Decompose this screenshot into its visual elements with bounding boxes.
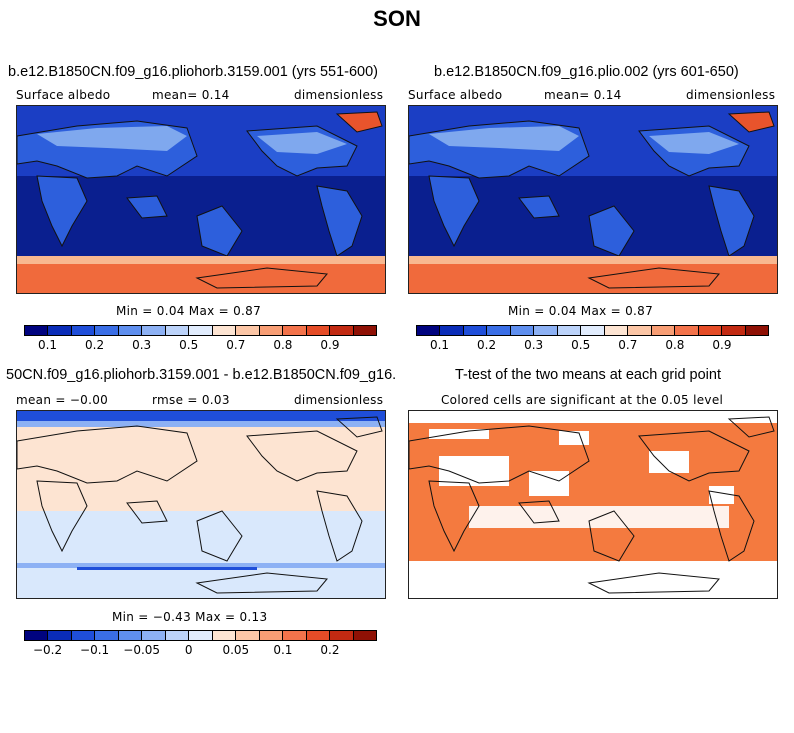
- colorbar-cell: [95, 326, 119, 335]
- colorbar-cell: [510, 326, 535, 335]
- albedo-map-top-right: [409, 106, 777, 293]
- colorbar-cell: [236, 631, 260, 640]
- panel-title-bottom-left: 50CN.f09_g16.pliohorb.3159.001 - b.e12.B…: [6, 367, 396, 383]
- colorbar-tick-label: 0.1: [37, 338, 58, 352]
- colorbar-cell: [283, 631, 307, 640]
- colorbar-cell: [651, 326, 676, 335]
- colorbar-cell: [698, 326, 723, 335]
- colorbar-cell: [142, 631, 166, 640]
- colorbar-cell: [745, 326, 769, 335]
- colorbar-cell: [189, 326, 213, 335]
- colorbar-cell: [675, 326, 699, 335]
- minmax-top-right: Min = 0.04 Max = 0.87: [508, 304, 654, 318]
- panel-title-top-right: b.e12.B1850CN.f09_g16.plio.002 (yrs 601-…: [434, 64, 739, 80]
- panel-title-bottom-right: T-test of the two means at each grid poi…: [455, 367, 721, 383]
- colorbar-cell: [71, 326, 96, 335]
- map-panel-bottom-left: [16, 410, 386, 599]
- colorbar-cell: [581, 326, 605, 335]
- colorbar-tick-label: 0.8: [273, 338, 293, 352]
- colorbar-cell: [142, 326, 166, 335]
- colorbar-cell: [118, 326, 143, 335]
- colorbar-tick-label: 0.9: [712, 338, 732, 352]
- colorbar-tick-label: 0.9: [320, 338, 340, 352]
- panel-units-label: dimensionless: [294, 88, 384, 102]
- colorbar-tick-label: 0.5: [571, 338, 591, 352]
- colorbar-cell: [71, 631, 96, 640]
- colorbar-cell: [165, 326, 190, 335]
- colorbar-cell: [306, 326, 331, 335]
- colorbar-tick-label: 0.2: [85, 338, 105, 352]
- colorbar-cell: [212, 326, 237, 335]
- difference-map: [17, 411, 385, 598]
- colorbar-top-right: [416, 325, 769, 336]
- colorbar-cell: [463, 326, 488, 335]
- colorbar-tick-label: 0.7: [618, 338, 638, 352]
- colorbar-cell: [353, 631, 377, 640]
- colorbar-cell: [330, 326, 354, 335]
- colorbar-bottom-left: [24, 630, 377, 641]
- colorbar-tick-label: 0.05: [222, 643, 250, 657]
- minmax-top-left: Min = 0.04 Max = 0.87: [116, 304, 262, 318]
- colorbar-cell: [189, 631, 213, 640]
- panel-label-left: Surface albedo: [16, 88, 111, 102]
- colorbar-cell: [25, 326, 49, 335]
- colorbar-top-left: [24, 325, 377, 336]
- colorbar-cell: [330, 631, 354, 640]
- panel-subtitle-bottom-right: Colored cells are significant at the 0.0…: [441, 393, 724, 407]
- panel-units-label: dimensionless: [294, 393, 384, 407]
- colorbar-tick-label: −0.05: [123, 643, 161, 657]
- colorbar-cell: [557, 326, 582, 335]
- colorbar-cell: [95, 631, 119, 640]
- minmax-bottom-left: Min = −0.43 Max = 0.13: [112, 610, 268, 624]
- colorbar-cell: [722, 326, 746, 335]
- map-panel-bottom-right: [408, 410, 778, 599]
- panel-mean-label: mean = −0.00: [16, 393, 109, 407]
- colorbar-cell: [165, 631, 190, 640]
- colorbar-tick-label: 0.3: [524, 338, 544, 352]
- colorbar-tick-label: 0.2: [320, 643, 340, 657]
- colorbar-cell: [236, 326, 260, 335]
- colorbar-tick-label: −0.2: [32, 643, 63, 657]
- colorbar-cell: [283, 326, 307, 335]
- colorbar-tick-label: 0: [184, 643, 193, 657]
- colorbar-tick-label: 0.2: [477, 338, 497, 352]
- colorbar-tick-label: 0.7: [226, 338, 246, 352]
- colorbar-tick-label: 0.3: [132, 338, 152, 352]
- panel-label-left: Surface albedo: [408, 88, 503, 102]
- figure-title: SON: [373, 6, 421, 31]
- panel-title-top-left: b.e12.B1850CN.f09_g16.pliohorb.3159.001 …: [8, 64, 379, 80]
- map-panel-top-right: [408, 105, 778, 294]
- colorbar-cell: [628, 326, 652, 335]
- significance-map: [409, 411, 777, 598]
- colorbar-tick-label: 0.1: [273, 643, 293, 657]
- colorbar-tick-label: −0.1: [80, 643, 110, 657]
- colorbar-cell: [440, 326, 464, 335]
- colorbar-cell: [259, 631, 284, 640]
- panel-mean-label: mean= 0.14: [152, 88, 230, 102]
- colorbar-cell: [259, 326, 284, 335]
- colorbar-tick-label: 0.5: [179, 338, 199, 352]
- colorbar-cell: [353, 326, 377, 335]
- colorbar-cell: [25, 631, 49, 640]
- colorbar-tick-label: 0.1: [429, 338, 450, 352]
- panel-rmse-label: rmse = 0.03: [152, 393, 230, 407]
- colorbar-cell: [48, 631, 72, 640]
- colorbar-cell: [48, 326, 72, 335]
- colorbar-cell: [417, 326, 441, 335]
- albedo-map-top-left: [17, 106, 385, 293]
- map-panel-top-left: [16, 105, 386, 294]
- panel-mean-label: mean= 0.14: [544, 88, 622, 102]
- panel-units-label: dimensionless: [686, 88, 776, 102]
- colorbar-cell: [212, 631, 237, 640]
- colorbar-cell: [118, 631, 143, 640]
- colorbar-tick-label: 0.8: [665, 338, 685, 352]
- colorbar-cell: [487, 326, 511, 335]
- colorbar-cell: [534, 326, 558, 335]
- colorbar-cell: [604, 326, 629, 335]
- colorbar-cell: [306, 631, 331, 640]
